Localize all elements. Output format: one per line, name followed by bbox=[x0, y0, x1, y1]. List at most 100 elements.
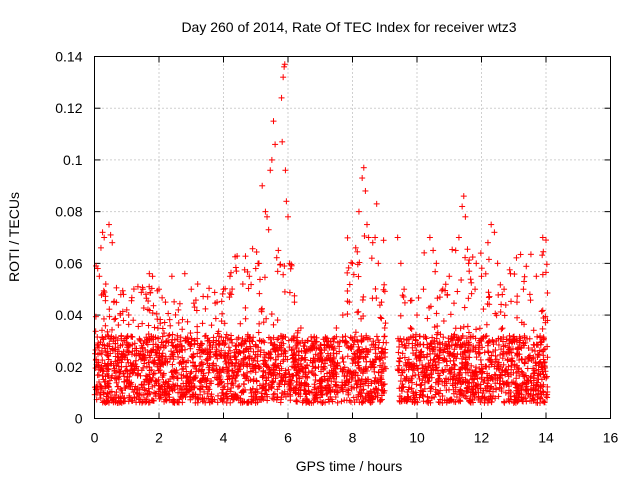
data-point bbox=[138, 367, 145, 374]
data-point bbox=[288, 347, 295, 354]
data-point bbox=[229, 339, 236, 346]
data-point bbox=[523, 263, 530, 270]
data-point bbox=[339, 337, 346, 344]
data-point bbox=[293, 378, 300, 385]
data-point bbox=[433, 310, 440, 317]
data-point bbox=[537, 395, 544, 402]
data-point bbox=[138, 289, 145, 296]
data-point bbox=[445, 386, 452, 393]
data-point bbox=[309, 342, 316, 349]
data-point bbox=[250, 376, 257, 383]
data-point bbox=[484, 348, 491, 355]
data-point bbox=[253, 248, 260, 255]
data-point bbox=[380, 388, 387, 395]
data-point bbox=[427, 303, 434, 310]
data-point bbox=[324, 389, 331, 396]
data-point bbox=[109, 345, 116, 352]
data-point bbox=[149, 374, 156, 381]
data-point bbox=[216, 366, 223, 373]
data-point bbox=[343, 386, 350, 393]
data-point bbox=[498, 301, 505, 308]
data-point bbox=[295, 363, 302, 370]
data-point bbox=[471, 395, 478, 402]
data-point bbox=[142, 354, 149, 361]
data-point bbox=[470, 379, 477, 386]
data-point bbox=[355, 343, 362, 350]
data-point bbox=[361, 232, 368, 239]
data-point bbox=[475, 396, 482, 403]
data-point bbox=[497, 380, 504, 387]
data-point bbox=[454, 336, 461, 343]
data-point bbox=[230, 372, 237, 379]
data-point bbox=[452, 362, 459, 369]
data-point bbox=[92, 346, 99, 353]
data-point bbox=[191, 337, 198, 344]
data-point bbox=[326, 369, 333, 376]
data-point bbox=[130, 389, 137, 396]
data-point bbox=[377, 355, 384, 362]
y-tick-label: 0.14 bbox=[55, 49, 82, 65]
data-point bbox=[371, 368, 378, 375]
data-point bbox=[327, 386, 334, 393]
data-point bbox=[203, 377, 210, 384]
data-point bbox=[311, 381, 318, 388]
data-point bbox=[274, 268, 281, 275]
data-point bbox=[275, 383, 282, 390]
data-point bbox=[358, 376, 365, 383]
data-point bbox=[244, 331, 251, 338]
data-point bbox=[155, 335, 162, 342]
data-point bbox=[381, 325, 388, 331]
data-point bbox=[485, 294, 492, 301]
data-point bbox=[162, 299, 169, 306]
data-point bbox=[520, 286, 527, 293]
data-point bbox=[256, 276, 263, 283]
data-point bbox=[407, 334, 414, 341]
data-point bbox=[229, 360, 236, 367]
data-point bbox=[114, 337, 121, 344]
data-point bbox=[227, 347, 234, 354]
data-point bbox=[194, 340, 201, 347]
data-point bbox=[409, 379, 416, 386]
data-point bbox=[430, 247, 437, 254]
data-point bbox=[226, 273, 233, 280]
data-point bbox=[444, 362, 451, 369]
data-point bbox=[111, 316, 118, 323]
data-point bbox=[179, 393, 186, 400]
data-point bbox=[513, 254, 520, 261]
data-point bbox=[497, 351, 504, 358]
data-point bbox=[149, 273, 156, 280]
data-point bbox=[200, 370, 207, 377]
data-point bbox=[506, 266, 513, 273]
data-point bbox=[277, 332, 284, 339]
data-point bbox=[99, 357, 106, 364]
data-point bbox=[215, 328, 222, 335]
data-point bbox=[351, 333, 358, 340]
data-point bbox=[344, 353, 351, 360]
data-point bbox=[133, 399, 140, 406]
data-point bbox=[194, 323, 201, 330]
data-point bbox=[130, 361, 137, 368]
data-point bbox=[508, 349, 515, 356]
data-point bbox=[147, 348, 154, 355]
x-tick-label: 4 bbox=[220, 430, 228, 446]
data-point bbox=[372, 234, 379, 241]
data-point bbox=[377, 314, 384, 321]
data-point bbox=[480, 387, 487, 394]
data-point bbox=[146, 283, 153, 290]
data-point bbox=[488, 399, 495, 406]
data-point bbox=[373, 333, 380, 340]
data-point bbox=[486, 293, 493, 300]
data-point bbox=[104, 368, 111, 375]
data-point bbox=[257, 396, 264, 403]
data-point bbox=[136, 335, 143, 342]
data-point bbox=[465, 329, 472, 336]
x-tick-label: 6 bbox=[284, 430, 292, 446]
data-point bbox=[367, 394, 374, 401]
data-point bbox=[540, 334, 547, 341]
data-point bbox=[279, 138, 286, 145]
data-point bbox=[436, 399, 443, 406]
data-point bbox=[166, 394, 173, 401]
data-point bbox=[277, 344, 284, 351]
data-point bbox=[285, 213, 291, 220]
